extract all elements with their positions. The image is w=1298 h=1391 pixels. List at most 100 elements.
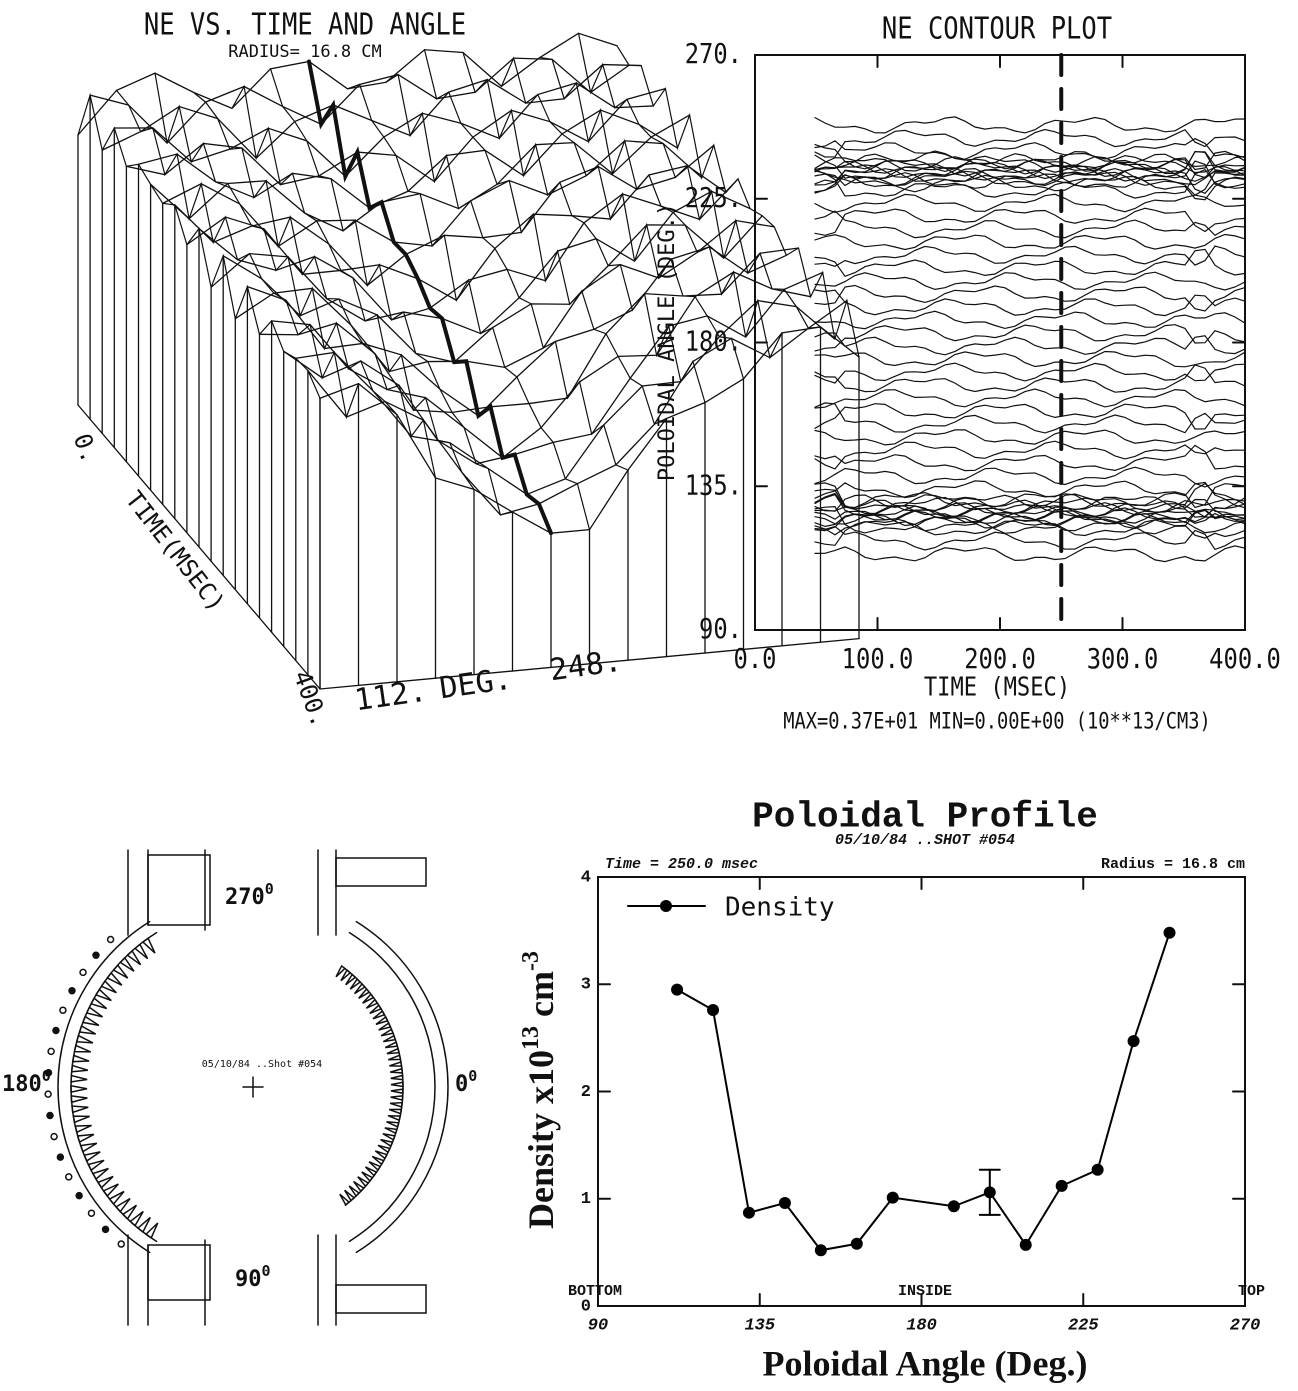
y-axis-label-part: Density x10 — [521, 1050, 561, 1229]
y-tick-label: 2 — [581, 1083, 591, 1102]
contour-line — [814, 310, 1246, 330]
coil-tooth — [100, 979, 117, 994]
probe — [101, 1225, 110, 1234]
data-point — [1055, 1179, 1068, 1192]
coil-tooth — [390, 1074, 404, 1081]
coil-tooth — [70, 1084, 88, 1094]
chart-subtitle: RADIUS= 16.8 CM — [228, 42, 382, 62]
contour-line — [814, 248, 1246, 278]
probe — [50, 1132, 58, 1141]
x-tick-label: 270 — [1230, 1316, 1261, 1335]
data-point — [1163, 926, 1176, 939]
contour-line — [814, 403, 1246, 430]
surface-mesh — [137, 109, 679, 209]
x-tick-label: 400.0 — [1209, 643, 1281, 675]
coil-tooth — [70, 1095, 88, 1104]
surface-mesh — [101, 63, 642, 160]
coil-tooth — [369, 1004, 383, 1015]
chart-title: Poloidal Profile — [752, 797, 1098, 838]
coil-tooth — [389, 1067, 404, 1074]
angle-label: 900 — [235, 1262, 271, 1293]
probe — [106, 935, 115, 944]
port-flange — [335, 857, 427, 887]
coil-tooth — [74, 1124, 92, 1134]
surface-mesh — [174, 144, 715, 287]
data-point — [742, 1206, 755, 1219]
angle-label: 00 — [455, 1067, 477, 1098]
contour-line — [814, 128, 1246, 158]
contour-line — [814, 289, 1246, 317]
contour-line — [814, 153, 1246, 173]
coil-tooth — [384, 1127, 398, 1135]
x-tick-label: 0.0 — [734, 643, 777, 675]
surface-mesh — [258, 247, 800, 414]
coil-tooth — [129, 1210, 144, 1227]
vessel-wall — [57, 920, 151, 1254]
coil-tooth — [78, 1024, 97, 1035]
angle-degree: 0 — [262, 1262, 271, 1280]
contour-line — [814, 116, 1246, 134]
contour-line — [814, 504, 1246, 528]
coil-tooth — [121, 1204, 138, 1220]
coil-tooth — [375, 1015, 389, 1026]
coil-tooth — [371, 1155, 385, 1166]
coil-tooth — [352, 1180, 365, 1193]
coil-tooth — [108, 1190, 125, 1206]
surface-mesh — [198, 178, 739, 321]
surface — [77, 32, 860, 690]
coil-tooth — [112, 964, 129, 979]
contour-line — [814, 245, 1246, 267]
y-axis-label: Density x1013 cm-3 — [518, 951, 562, 1229]
coil-tooth — [83, 1151, 101, 1163]
y-axis-label: POLOIDAL ANGLE (DEG.) — [655, 203, 680, 481]
coil-tooth — [102, 1183, 119, 1198]
probe — [56, 1153, 65, 1161]
coil-tooth — [141, 937, 156, 954]
angle-degree: 0 — [265, 880, 274, 898]
contour-line — [814, 332, 1246, 356]
coil-tooth — [389, 1101, 404, 1108]
contour-line — [814, 167, 1246, 195]
vessel — [44, 849, 449, 1326]
contour-line — [814, 505, 1246, 535]
probe — [44, 1090, 52, 1098]
coil-tooth — [349, 977, 362, 990]
coil-tooth — [387, 1114, 402, 1122]
coil-tooth — [70, 1074, 88, 1083]
annotation: TOP — [1238, 1283, 1265, 1300]
y-tick-label: 4 — [581, 868, 591, 887]
x-tick-label: 300.0 — [1087, 643, 1159, 675]
coil-tooth — [382, 1133, 396, 1141]
x-tick-label: 180 — [906, 1316, 937, 1335]
legend-marker — [660, 900, 672, 912]
contour-line — [814, 364, 1246, 393]
coil-tooth — [94, 988, 112, 1002]
y-axis-label-part: cm — [521, 971, 561, 1026]
annotation: BOTTOM — [568, 1283, 622, 1300]
surface-mesh — [125, 87, 667, 186]
y-axis-label-exponent: -3 — [518, 951, 544, 971]
port-flange — [147, 854, 211, 926]
contour-line — [814, 161, 1246, 182]
annotation: INSIDE — [898, 1283, 952, 1300]
contour-line — [814, 168, 1246, 199]
y-tick-label: 180. — [685, 326, 742, 358]
contour-line — [814, 496, 1246, 515]
chart-title: NE VS. TIME AND ANGLE — [144, 7, 466, 43]
probe — [46, 1111, 54, 1120]
contour-line — [814, 388, 1246, 409]
surface-mesh — [222, 215, 763, 363]
contour-line — [814, 525, 1246, 551]
coil-tooth — [390, 1088, 404, 1095]
y-tick-label: 0 — [581, 1297, 591, 1316]
coil-tooth — [71, 1105, 89, 1114]
coil-tooth — [378, 1022, 392, 1031]
data-point — [886, 1191, 899, 1204]
coil-tooth — [106, 971, 123, 986]
contour-line — [814, 174, 1246, 201]
coil-tooth — [119, 956, 135, 972]
probe — [52, 1026, 60, 1035]
data-point — [778, 1197, 791, 1210]
